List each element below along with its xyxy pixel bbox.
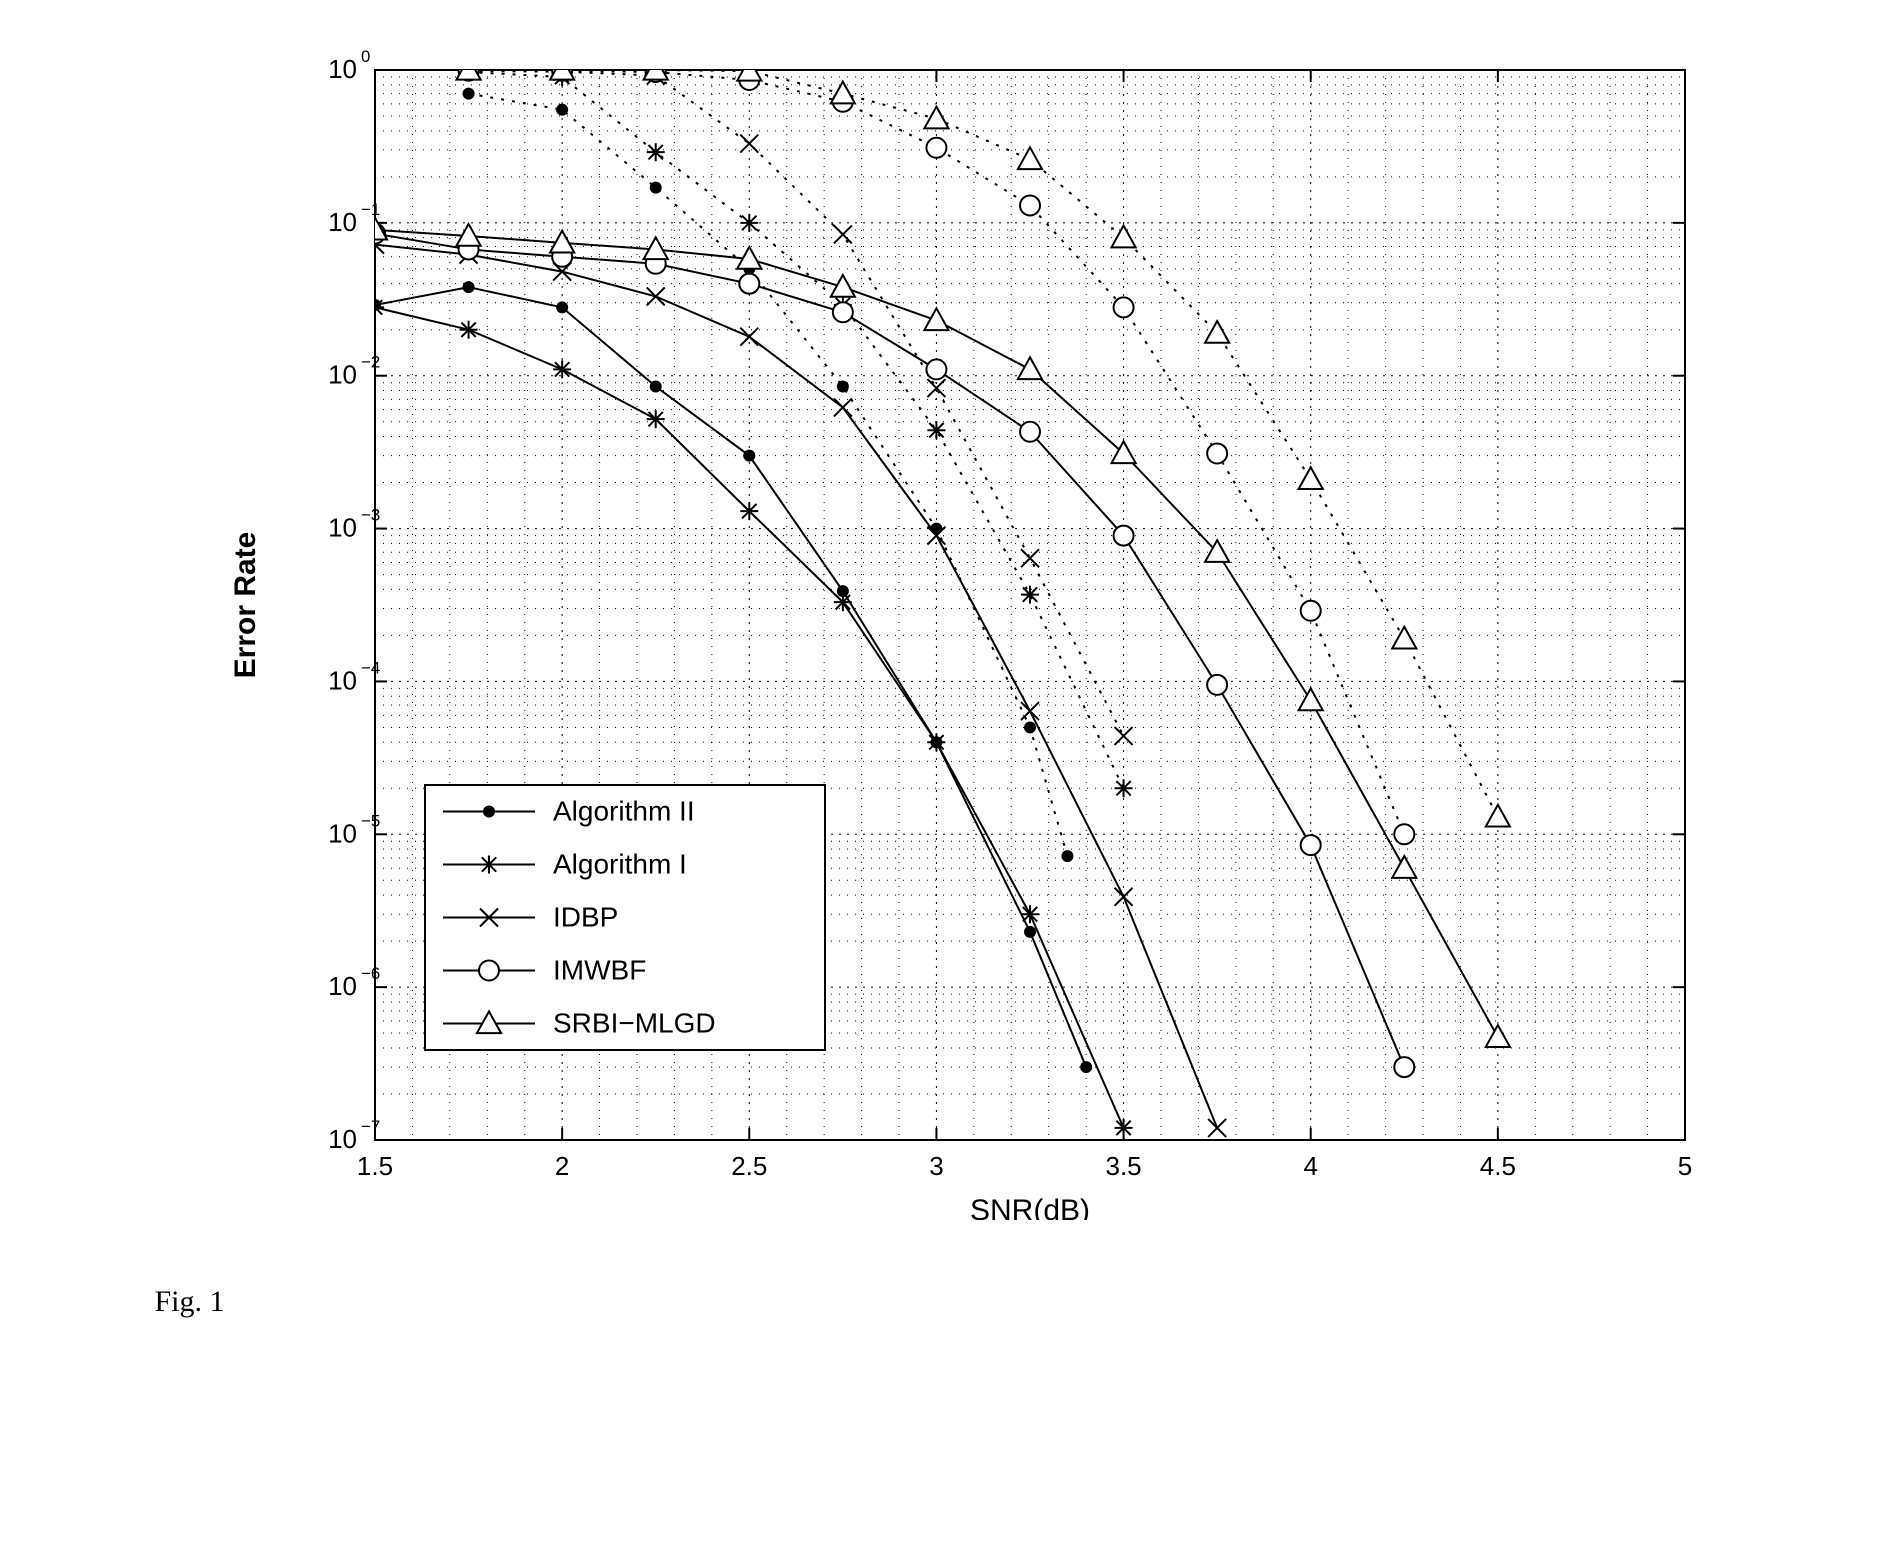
svg-text:IMWBF: IMWBF [553,955,646,986]
svg-text:10: 10 [328,1124,357,1154]
svg-text:−4: −4 [361,658,380,677]
svg-text:Error Rate: Error Rate [229,532,262,679]
svg-text:1.5: 1.5 [356,1151,392,1181]
svg-text:3.5: 3.5 [1105,1151,1141,1181]
svg-text:−2: −2 [361,353,380,372]
svg-text:IDBP: IDBP [553,902,618,933]
svg-text:10: 10 [328,818,357,848]
svg-text:SRBI−MLGD: SRBI−MLGD [553,1008,716,1039]
svg-text:10: 10 [328,665,357,695]
svg-text:Algorithm I: Algorithm I [553,849,687,880]
svg-text:3: 3 [929,1151,943,1181]
svg-text:SNR(dB): SNR(dB) [969,1194,1089,1220]
svg-text:−6: −6 [361,964,380,983]
svg-text:Algorithm II: Algorithm II [553,796,695,827]
svg-text:−3: −3 [361,506,380,525]
figure-caption: Fig. 1 [155,1285,1745,1319]
error-rate-chart: 1.522.533.544.5510−710−610−510−410−310−2… [145,40,1745,1220]
svg-text:4.5: 4.5 [1479,1151,1515,1181]
svg-text:2: 2 [554,1151,568,1181]
svg-text:5: 5 [1677,1151,1691,1181]
svg-text:−7: −7 [361,1117,380,1136]
svg-text:0: 0 [361,47,370,66]
svg-text:10: 10 [328,207,357,237]
svg-text:2.5: 2.5 [731,1151,767,1181]
svg-text:4: 4 [1303,1151,1317,1181]
svg-text:−1: −1 [361,200,380,219]
svg-text:10: 10 [328,54,357,84]
svg-text:10: 10 [328,513,357,543]
svg-text:−5: −5 [361,811,380,830]
figure-container: 1.522.533.544.5510−710−610−510−410−310−2… [145,40,1745,1319]
svg-text:10: 10 [328,971,357,1001]
svg-text:10: 10 [328,360,357,390]
